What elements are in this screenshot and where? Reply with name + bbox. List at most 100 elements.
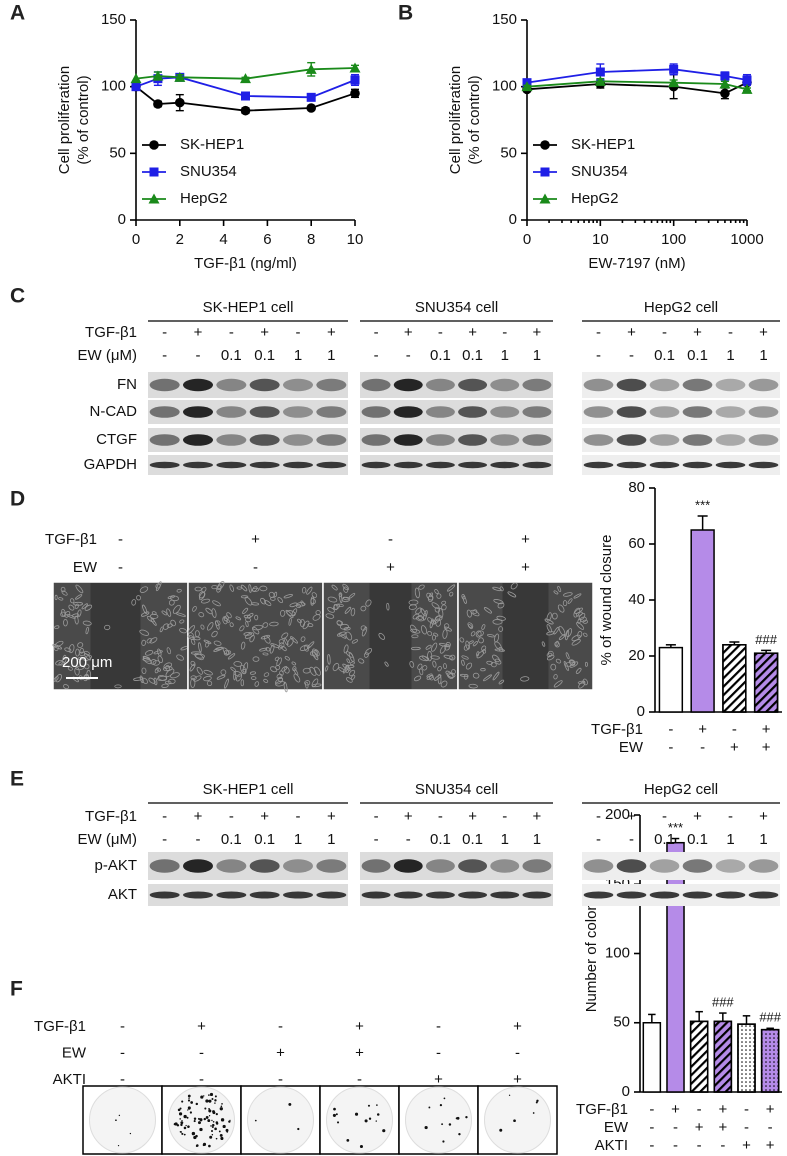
blot-band	[649, 378, 680, 392]
cell	[327, 653, 331, 665]
blot-strip	[582, 455, 780, 475]
cell	[365, 599, 372, 607]
blot-strip	[360, 455, 553, 475]
colony	[187, 1099, 191, 1102]
cell	[190, 660, 196, 666]
cell	[463, 644, 470, 651]
cell	[437, 665, 442, 672]
error-bar	[697, 515, 708, 530]
data-point	[720, 88, 730, 99]
colony	[441, 1123, 444, 1126]
cell	[481, 645, 487, 652]
blot-band	[393, 891, 423, 899]
cell	[467, 622, 474, 629]
condition-sign: +	[730, 739, 739, 756]
colony	[208, 1109, 212, 1113]
cell	[550, 663, 557, 671]
blot-band	[216, 378, 247, 392]
cell	[299, 644, 310, 651]
blot-band	[649, 461, 680, 469]
cell	[142, 604, 148, 614]
blot-strip	[148, 884, 348, 906]
cell	[573, 593, 582, 599]
blot-band	[490, 406, 520, 418]
blot-band	[522, 891, 552, 899]
cell	[166, 647, 171, 655]
cell	[206, 622, 214, 631]
cell	[288, 617, 292, 626]
blot-band	[458, 406, 488, 418]
treatment-sign: -	[662, 808, 667, 825]
colony	[214, 1099, 217, 1102]
data-point	[668, 77, 680, 88]
cell	[222, 647, 230, 655]
condition-sign: -	[668, 721, 673, 738]
cell	[240, 584, 248, 592]
colony	[226, 1131, 229, 1133]
blot-band	[249, 434, 280, 446]
x-tick-label: 10	[592, 231, 609, 248]
cell	[85, 626, 89, 635]
treatment-sign: 1	[726, 831, 734, 848]
blot-band	[283, 461, 313, 469]
cell	[166, 608, 172, 617]
treatment-sign: +	[434, 1071, 443, 1088]
blot-band	[283, 378, 313, 392]
cell	[162, 623, 170, 630]
data-point	[131, 82, 141, 92]
cell	[84, 650, 90, 656]
blot-band	[361, 434, 391, 446]
condition-sign: -	[697, 1101, 702, 1118]
wound-gap	[502, 583, 549, 689]
colony	[177, 1108, 181, 1112]
significance: ###	[755, 632, 777, 647]
colony	[297, 1127, 300, 1131]
blot-strip	[360, 428, 553, 452]
condition-sign: -	[732, 721, 737, 738]
colony	[214, 1095, 217, 1098]
cell	[343, 586, 349, 593]
colony	[211, 1119, 213, 1122]
blot-band	[748, 434, 779, 446]
cell	[150, 659, 157, 665]
cell	[75, 584, 84, 594]
protein-label: N-CAD	[90, 403, 138, 420]
cell	[481, 624, 486, 630]
cell	[350, 674, 356, 680]
blot-strip	[582, 884, 780, 906]
treatment-sign: -	[596, 808, 601, 825]
cell	[470, 631, 476, 637]
bar	[658, 646, 684, 713]
cell	[557, 604, 565, 613]
cell	[310, 596, 315, 606]
cell	[189, 663, 196, 672]
y-tick-label: 50	[500, 144, 517, 161]
colony	[203, 1095, 205, 1097]
cell	[303, 645, 309, 652]
treatment-sign: -	[388, 531, 393, 548]
cell	[52, 644, 63, 650]
bar-pattern	[760, 1028, 780, 1093]
protein-label: FN	[117, 376, 137, 393]
cell	[252, 626, 260, 635]
blot-band	[361, 461, 391, 469]
cell	[351, 639, 358, 644]
cell	[345, 664, 355, 669]
cell	[575, 611, 583, 617]
blot-band	[283, 891, 313, 899]
scale-bar-label: 200 μm	[62, 654, 112, 671]
treatment-sign: +	[197, 1018, 206, 1035]
bar-pattern	[713, 1020, 733, 1093]
blot-band	[715, 406, 746, 418]
treatment-sign: -	[278, 1018, 283, 1035]
blot-band	[216, 859, 247, 873]
cell	[153, 650, 163, 655]
treatment-sign: -	[629, 831, 634, 848]
cell	[144, 650, 154, 656]
condition-sign: -	[649, 1137, 654, 1154]
cell	[440, 680, 448, 688]
cell	[196, 666, 203, 675]
blot-strip	[582, 428, 780, 452]
cell	[343, 627, 351, 631]
cell	[291, 661, 297, 666]
